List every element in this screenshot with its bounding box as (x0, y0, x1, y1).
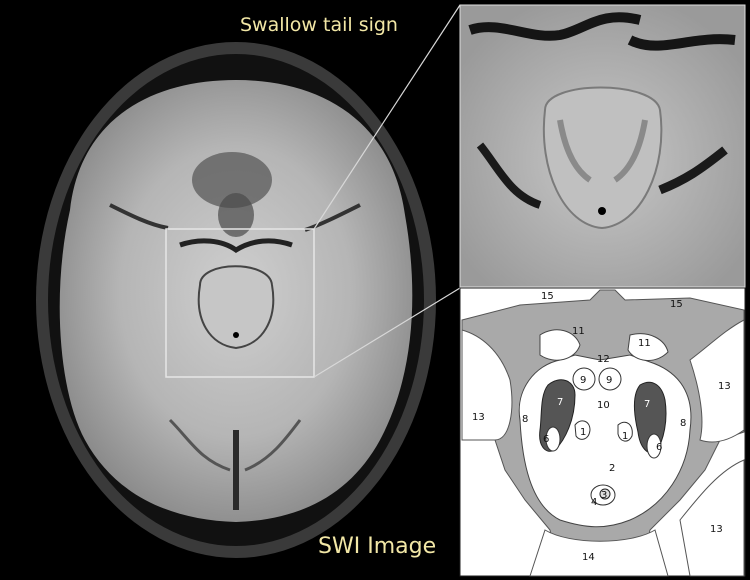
diagram-region-3 (599, 488, 611, 500)
label-13-lower: 13 (710, 524, 723, 535)
label-6-left: 6 (543, 434, 549, 445)
zoom-substantia-nigra-right (613, 119, 648, 183)
occipital-fold-right (244, 419, 302, 472)
midbrain (197, 265, 275, 350)
label-1-left: 1 (580, 427, 586, 438)
zoom-lateral-vessel-left (476, 142, 542, 209)
aqueduct-dot (233, 332, 239, 338)
zoom-top-vessel-left (468, 12, 642, 41)
label-12: 12 (597, 354, 610, 365)
diagram-right-temporal (689, 319, 745, 443)
diagram-region-9-right (598, 367, 622, 391)
caption-swallow-tail-sign: Swallow tail sign (240, 14, 398, 36)
label-15-left: 15 (541, 291, 554, 302)
diagram-region-9-left (572, 367, 596, 391)
schematic-diagram: 15 15 11 11 12 9 9 10 13 13 13 8 8 7 7 6… (459, 287, 746, 577)
zoom-midbrain (542, 86, 663, 230)
label-11-right: 11 (638, 338, 651, 349)
label-11-left: 11 (572, 326, 585, 337)
diagram-left-temporal (461, 329, 513, 441)
label-4: 4 (591, 497, 597, 508)
diagram-region-13-lower (679, 459, 745, 577)
frontal-dark-region (192, 152, 272, 208)
label-8-right: 8 (680, 418, 686, 429)
zoomed-swi-image (459, 4, 746, 288)
label-13-right: 13 (718, 381, 731, 392)
zoom-panel-border (459, 4, 746, 288)
diagram-region-14 (529, 529, 669, 577)
diagram-region-6-right (646, 433, 662, 459)
label-8-left: 8 (522, 414, 528, 425)
label-10: 10 (597, 400, 610, 411)
leader-line-bottom (313, 287, 461, 378)
label-2: 2 (609, 463, 615, 474)
zoom-aqueduct-dot (598, 207, 606, 215)
label-15-right: 15 (670, 299, 683, 310)
zoom-top-vessel-right (627, 34, 736, 51)
interpeduncular-vessels (179, 238, 293, 254)
diagram-region-1-left (574, 420, 591, 440)
label-3: 3 (601, 490, 607, 501)
left-sylvian-fissure (109, 203, 169, 230)
label-13-left: 13 (472, 412, 485, 423)
diagram-region-11-left (539, 329, 581, 361)
label-6-right: 6 (656, 442, 662, 453)
label-9-right: 9 (606, 375, 612, 386)
diagram-region-11-right (627, 333, 669, 361)
zoom-substantia-nigra-left (557, 119, 592, 183)
caption-swi-image: SWI Image (318, 534, 437, 559)
label-14: 14 (582, 552, 595, 563)
zoom-lateral-vessel-right (658, 146, 728, 195)
label-1-right: 1 (622, 431, 628, 442)
diagram-region-1-right (617, 421, 633, 442)
zoom-region-box (165, 228, 315, 378)
label-7-right: 7 (644, 399, 650, 410)
diagram-region-6-left (545, 426, 561, 452)
swi-brain-image (36, 4, 461, 558)
occipital-fold-left (168, 418, 231, 472)
leader-line-top (313, 4, 461, 230)
label-7-left: 7 (557, 397, 563, 408)
midline-dark-region (218, 193, 254, 237)
label-9-left: 9 (580, 375, 586, 386)
